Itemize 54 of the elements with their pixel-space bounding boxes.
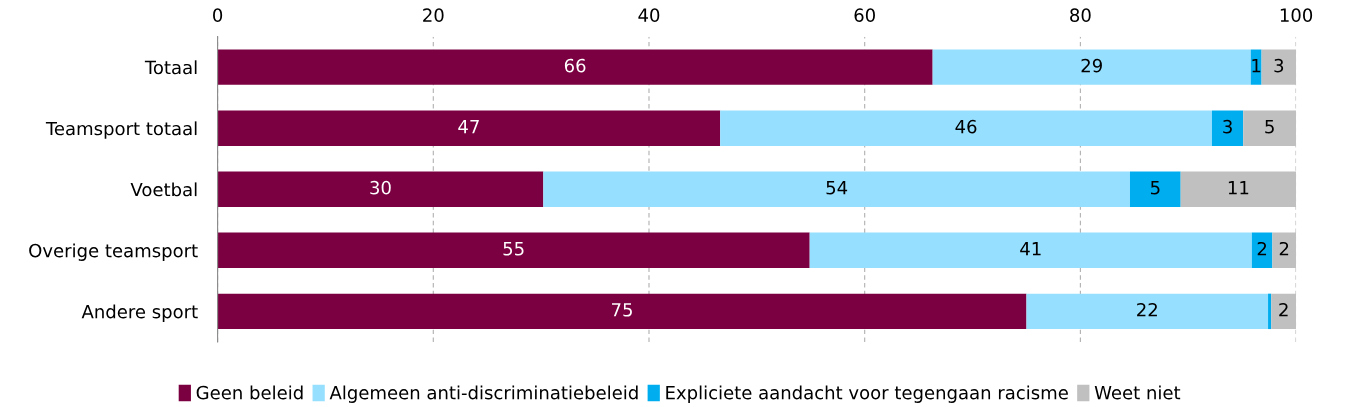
data-label: 3 bbox=[1274, 58, 1284, 73]
bar bbox=[1261, 49, 1297, 85]
data-label: 1 bbox=[1252, 58, 1261, 73]
legend-label: Weet niet bbox=[1094, 385, 1181, 400]
bar bbox=[217, 171, 544, 207]
data-label: 54 bbox=[826, 181, 848, 195]
y-tick-label: Andere sport bbox=[81, 304, 198, 322]
bar bbox=[543, 171, 1130, 207]
bar bbox=[1129, 171, 1181, 207]
bar bbox=[1272, 232, 1297, 269]
data-label: 55 bbox=[503, 242, 524, 256]
bar bbox=[1180, 171, 1297, 207]
data-label: 41 bbox=[1020, 242, 1041, 256]
bar bbox=[217, 110, 721, 146]
legend-label: Geen beleid bbox=[196, 385, 303, 400]
data-label: 22 bbox=[1137, 302, 1157, 317]
y-tick-label: Voetbal bbox=[130, 182, 197, 197]
legend-label: Algemeen anti-discriminatiebeleid bbox=[329, 385, 638, 403]
bar bbox=[1026, 293, 1269, 330]
data-label: 11 bbox=[1228, 181, 1249, 195]
bar bbox=[1251, 232, 1273, 269]
data-label: 75 bbox=[612, 303, 632, 317]
data-label: 66 bbox=[564, 58, 586, 73]
bar bbox=[217, 293, 1027, 330]
x-tick-label: 80 bbox=[1070, 8, 1091, 23]
x-tick-label: 60 bbox=[854, 8, 875, 23]
data-label: 30 bbox=[370, 180, 391, 195]
data-label: 2 bbox=[1257, 241, 1267, 256]
data-label: 47 bbox=[458, 120, 479, 134]
x-tick-label: 40 bbox=[638, 8, 660, 23]
bar bbox=[932, 49, 1251, 85]
y-tick-label: Overige teamsport bbox=[29, 243, 198, 261]
bar bbox=[720, 110, 1212, 146]
x-tick-label: 0 bbox=[213, 8, 223, 23]
data-label: 3 bbox=[1223, 119, 1232, 134]
data-label: 2 bbox=[1279, 302, 1288, 317]
bar bbox=[1271, 293, 1297, 330]
bar bbox=[217, 232, 810, 269]
data-label: 5 bbox=[1150, 181, 1160, 195]
bar bbox=[1250, 49, 1262, 85]
data-label: 29 bbox=[1081, 58, 1102, 73]
bar bbox=[1211, 110, 1244, 146]
data-label: 46 bbox=[955, 119, 977, 134]
bar bbox=[217, 49, 933, 85]
data-label: 2 bbox=[1279, 241, 1289, 256]
legend-label: Expliciete aandacht voor tegengaan racisme bbox=[666, 385, 1068, 403]
y-tick-label: Teamsport totaal bbox=[45, 121, 197, 139]
y-tick-label: Totaal bbox=[144, 60, 197, 75]
x-tick-label: 20 bbox=[423, 8, 444, 23]
bar bbox=[1268, 293, 1272, 330]
bar bbox=[1243, 110, 1297, 146]
bar bbox=[809, 232, 1252, 269]
x-tick-label: 100 bbox=[1280, 8, 1313, 23]
data-label: 5 bbox=[1265, 120, 1274, 134]
